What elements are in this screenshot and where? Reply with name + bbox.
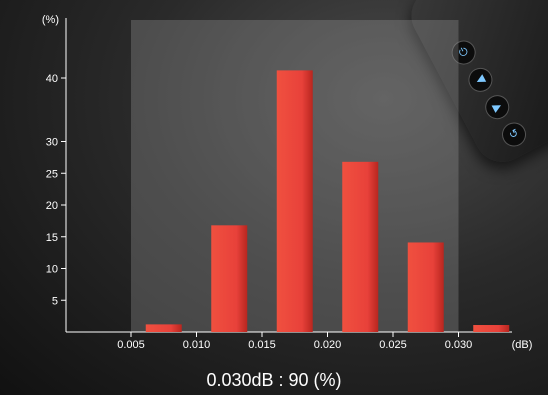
caption: 0.030dB : 90 (%) — [206, 370, 342, 390]
x-tick-label: 0.020 — [314, 339, 342, 351]
histogram-bar — [407, 242, 444, 332]
histogram-bar — [145, 324, 182, 332]
y-axis-label: (%) — [42, 14, 59, 26]
histogram-bar — [276, 70, 313, 332]
y-tick-label: 5 — [52, 295, 58, 307]
x-tick-label: 0.030 — [445, 339, 473, 351]
x-axis-label: (dB) — [512, 339, 533, 351]
x-tick-label: 0.015 — [248, 339, 276, 351]
histogram-bar — [342, 161, 379, 332]
y-tick-label: 25 — [46, 168, 58, 180]
histogram-bar — [473, 325, 510, 332]
x-tick-label: 0.005 — [117, 339, 145, 351]
y-tick-label: 40 — [46, 73, 58, 85]
y-tick-label: 30 — [46, 137, 58, 149]
y-tick-label: 20 — [46, 200, 58, 212]
x-tick-label: 0.025 — [379, 339, 407, 351]
histogram-bar — [211, 225, 248, 332]
y-tick-label: 15 — [46, 232, 58, 244]
y-tick-label: 10 — [46, 264, 58, 276]
x-tick-label: 0.010 — [183, 339, 211, 351]
